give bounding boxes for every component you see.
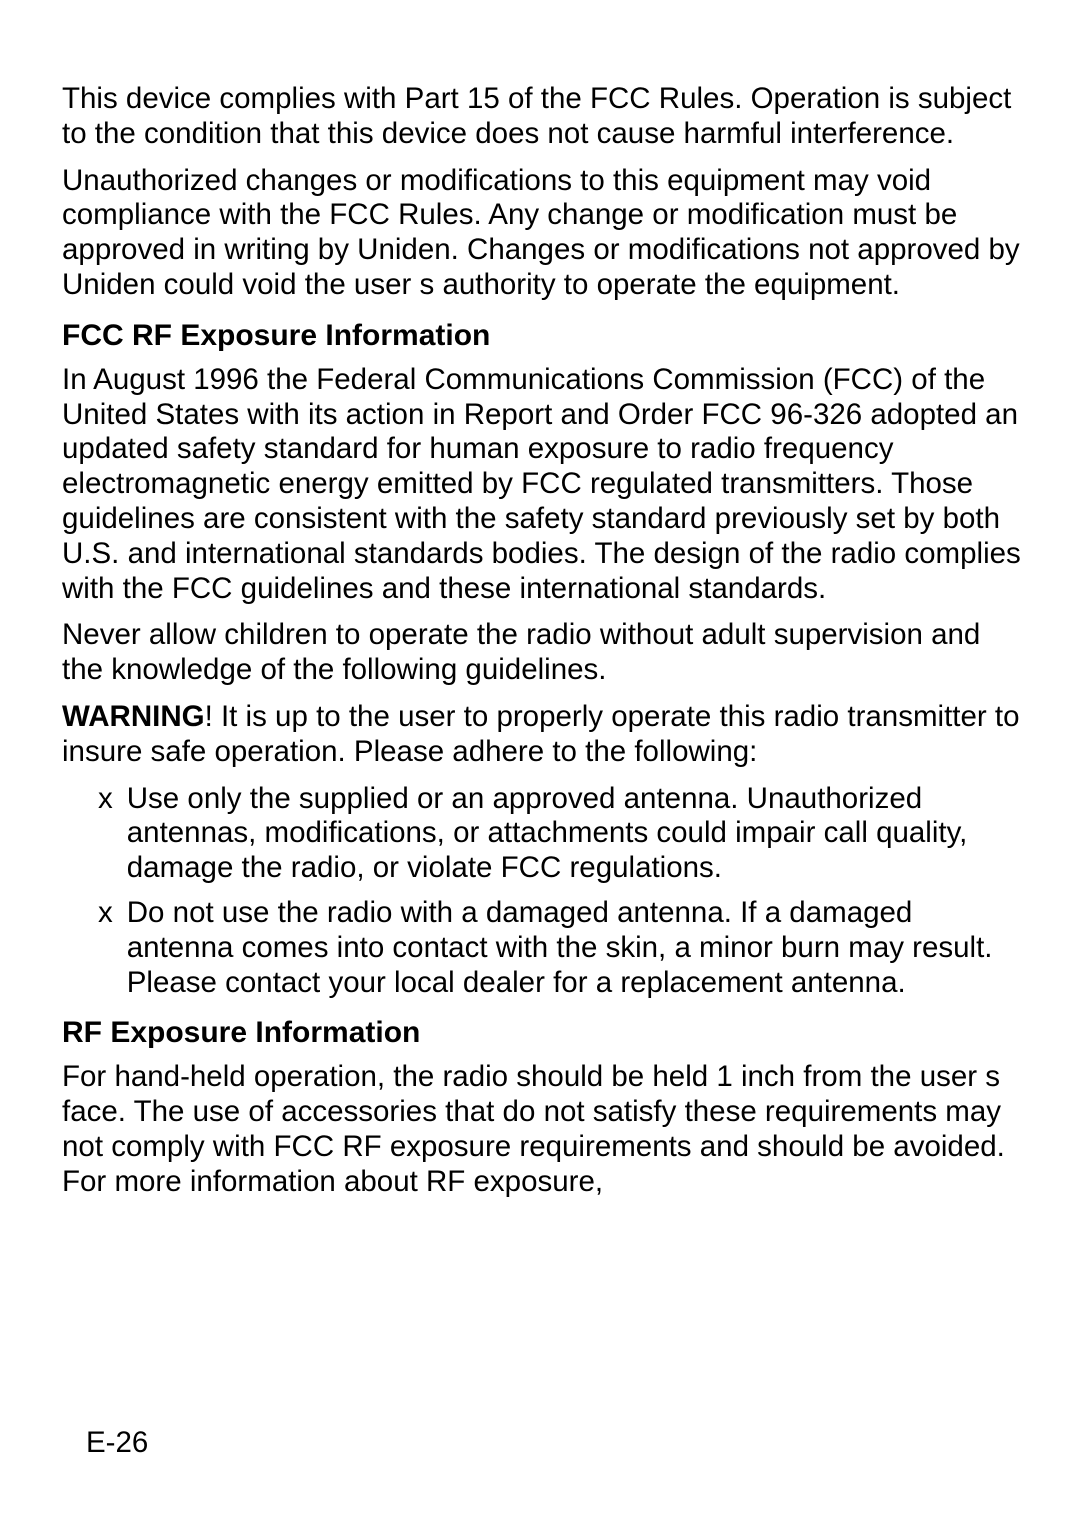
section-heading: RF Exposure Information (62, 1016, 1022, 1050)
body-paragraph: In August 1996 the Federal Communication… (62, 363, 1022, 607)
body-paragraph: This device complies with Part 15 of the… (62, 82, 1022, 152)
page-number: E-26 (86, 1426, 148, 1460)
section-heading: FCC RF Exposure Information (62, 319, 1022, 353)
body-paragraph: Unauthorized changes or modifications to… (62, 164, 1022, 303)
bullet-marker: x (98, 782, 113, 886)
warning-paragraph: WARNING! It is up to the user to properl… (62, 700, 1022, 770)
body-paragraph: Never allow children to operate the radi… (62, 618, 1022, 688)
bullet-marker: x (98, 896, 113, 1000)
list-item: x Use only the supplied or an approved a… (98, 782, 1022, 886)
body-paragraph: For hand-held operation, the radio shoul… (62, 1060, 1022, 1199)
list-item-text: Do not use the radio with a damaged ante… (127, 896, 1022, 1000)
list-item-text: Use only the supplied or an approved ant… (127, 782, 1022, 886)
warning-text: ! It is up to the user to properly opera… (62, 700, 1020, 768)
warning-label: WARNING (62, 700, 205, 733)
bullet-list: x Use only the supplied or an approved a… (62, 782, 1022, 1001)
list-item: x Do not use the radio with a damaged an… (98, 896, 1022, 1000)
